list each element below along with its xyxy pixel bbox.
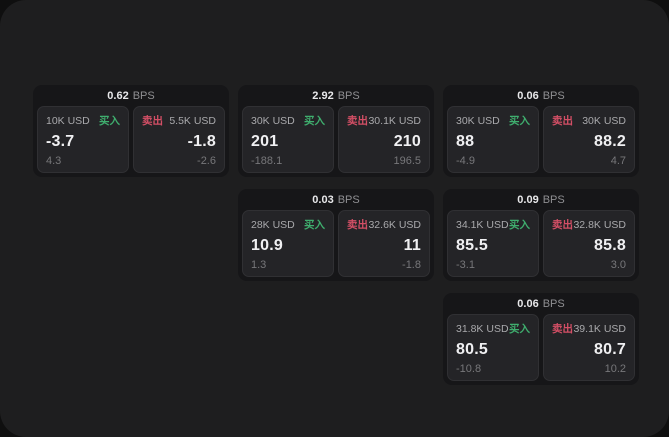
buy-price: 201 xyxy=(251,133,279,150)
buy-price: 85.5 xyxy=(456,237,488,254)
bps-value: 2.92 xyxy=(312,89,334,102)
quote-card: 2.92 BPS 30K USD 买入 201 -188.1 卖出 30.1K … xyxy=(238,85,434,177)
sell-price: 88.2 xyxy=(594,133,626,150)
sell-amount: 5.5K USD xyxy=(169,114,216,127)
sell-amount: 30K USD xyxy=(582,114,626,127)
sell-delta: 196.5 xyxy=(393,155,421,167)
buy-amount: 31.8K USD xyxy=(456,322,509,335)
buy-panel[interactable]: 28K USD 买入 10.9 1.3 xyxy=(242,210,334,277)
buy-amount: 30K USD xyxy=(251,114,295,127)
sell-panel[interactable]: 卖出 39.1K USD 80.7 10.2 xyxy=(543,314,635,381)
sell-side-label: 卖出 xyxy=(552,323,573,335)
sell-amount: 30.1K USD xyxy=(368,114,421,127)
buy-price: 10.9 xyxy=(251,237,283,254)
bps-unit-label: BPS xyxy=(542,193,565,206)
card-header: 0.06 BPS xyxy=(447,85,635,106)
sell-panel[interactable]: 卖出 5.5K USD -1.8 -2.6 xyxy=(133,106,225,173)
quote-card: 0.06 BPS 31.8K USD 买入 80.5 -10.8 卖出 39.1… xyxy=(443,293,639,385)
bps-value: 0.09 xyxy=(517,193,539,206)
card-header: 0.06 BPS xyxy=(447,293,635,314)
sell-delta: -2.6 xyxy=(197,155,216,167)
buy-price: 80.5 xyxy=(456,341,488,358)
sell-amount: 39.1K USD xyxy=(573,322,626,335)
panels: 10K USD 买入 -3.7 4.3 卖出 5.5K USD -1.8 -2.… xyxy=(37,106,225,173)
buy-side-label: 买入 xyxy=(509,219,530,231)
bps-value: 0.06 xyxy=(517,89,539,102)
buy-panel[interactable]: 34.1K USD 买入 85.5 -3.1 xyxy=(447,210,539,277)
buy-panel[interactable]: 30K USD 买入 88 -4.9 xyxy=(447,106,539,173)
sell-delta: -1.8 xyxy=(402,259,421,271)
sell-price: -1.8 xyxy=(187,133,216,150)
buy-side-label: 买入 xyxy=(509,115,530,127)
buy-side-label: 买入 xyxy=(304,115,325,127)
sell-price: 85.8 xyxy=(594,237,626,254)
buy-side-label: 买入 xyxy=(509,323,530,335)
sell-side-label: 卖出 xyxy=(142,115,163,127)
sell-price: 210 xyxy=(393,133,421,150)
sell-amount: 32.6K USD xyxy=(368,218,421,231)
buy-amount: 28K USD xyxy=(251,218,295,231)
quote-card: 0.06 BPS 30K USD 买入 88 -4.9 卖出 30K USD 8… xyxy=(443,85,639,177)
sell-side-label: 卖出 xyxy=(552,115,573,127)
buy-panel[interactable]: 31.8K USD 买入 80.5 -10.8 xyxy=(447,314,539,381)
sell-amount: 32.8K USD xyxy=(573,218,626,231)
buy-price: -3.7 xyxy=(46,133,75,150)
card-header: 0.03 BPS xyxy=(242,189,430,210)
sell-delta: 10.2 xyxy=(604,363,626,375)
buy-amount: 10K USD xyxy=(46,114,90,127)
panels: 28K USD 买入 10.9 1.3 卖出 32.6K USD 11 -1.8 xyxy=(242,210,430,277)
sell-price: 11 xyxy=(403,237,421,254)
sell-side-label: 卖出 xyxy=(347,115,368,127)
buy-side-label: 买入 xyxy=(99,115,120,127)
sell-side-label: 卖出 xyxy=(347,219,368,231)
buy-amount: 30K USD xyxy=(456,114,500,127)
sell-panel[interactable]: 卖出 32.6K USD 11 -1.8 xyxy=(338,210,430,277)
buy-delta: -4.9 xyxy=(456,155,475,167)
quote-card: 0.09 BPS 34.1K USD 买入 85.5 -3.1 卖出 32.8K… xyxy=(443,189,639,281)
quote-card: 0.62 BPS 10K USD 买入 -3.7 4.3 卖出 5.5K USD… xyxy=(33,85,229,177)
buy-panel[interactable]: 10K USD 买入 -3.7 4.3 xyxy=(37,106,129,173)
sell-price: 80.7 xyxy=(594,341,626,358)
bps-unit-label: BPS xyxy=(542,89,565,102)
panels: 30K USD 买入 201 -188.1 卖出 30.1K USD 210 1… xyxy=(242,106,430,173)
card-header: 0.09 BPS xyxy=(447,189,635,210)
panels: 31.8K USD 买入 80.5 -10.8 卖出 39.1K USD 80.… xyxy=(447,314,635,381)
bps-unit-label: BPS xyxy=(337,89,360,102)
buy-delta: 4.3 xyxy=(46,155,62,167)
bps-unit-label: BPS xyxy=(337,193,360,206)
bps-value: 0.06 xyxy=(517,297,539,310)
buy-side-label: 买入 xyxy=(304,219,325,231)
sell-delta: 4.7 xyxy=(610,155,626,167)
bps-value: 0.62 xyxy=(107,89,129,102)
sell-side-label: 卖出 xyxy=(552,219,573,231)
sell-panel[interactable]: 卖出 30.1K USD 210 196.5 xyxy=(338,106,430,173)
card-header: 0.62 BPS xyxy=(37,85,225,106)
buy-delta: -10.8 xyxy=(456,363,482,375)
sell-panel[interactable]: 卖出 32.8K USD 85.8 3.0 xyxy=(543,210,635,277)
sell-delta: 3.0 xyxy=(610,259,626,271)
panels: 34.1K USD 买入 85.5 -3.1 卖出 32.8K USD 85.8… xyxy=(447,210,635,277)
bps-unit-label: BPS xyxy=(132,89,155,102)
buy-delta: -3.1 xyxy=(456,259,475,271)
panels: 30K USD 买入 88 -4.9 卖出 30K USD 88.2 4.7 xyxy=(447,106,635,173)
buy-amount: 34.1K USD xyxy=(456,218,509,231)
quote-card: 0.03 BPS 28K USD 买入 10.9 1.3 卖出 32.6K US… xyxy=(238,189,434,281)
bps-value: 0.03 xyxy=(312,193,334,206)
buy-price: 88 xyxy=(456,133,475,150)
buy-panel[interactable]: 30K USD 买入 201 -188.1 xyxy=(242,106,334,173)
sell-panel[interactable]: 卖出 30K USD 88.2 4.7 xyxy=(543,106,635,173)
bps-unit-label: BPS xyxy=(542,297,565,310)
buy-delta: 1.3 xyxy=(251,259,267,271)
buy-delta: -188.1 xyxy=(251,155,283,167)
card-header: 2.92 BPS xyxy=(242,85,430,106)
